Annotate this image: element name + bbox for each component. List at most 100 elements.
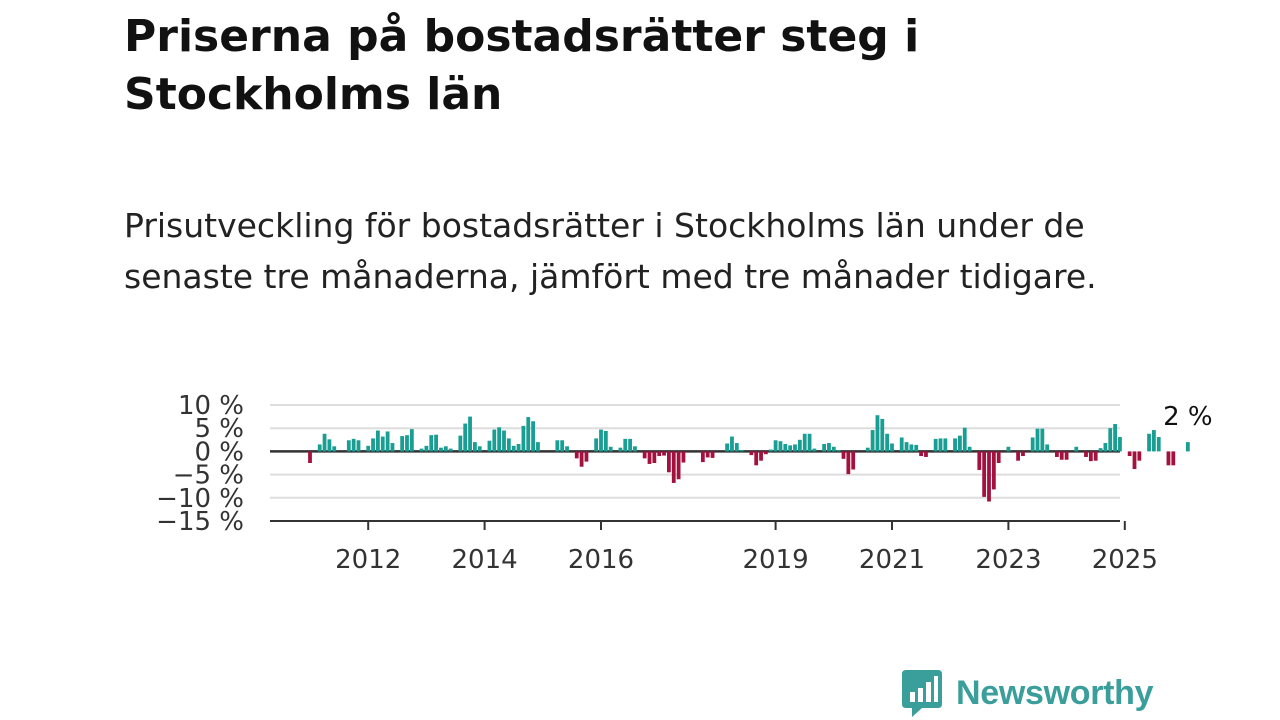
bar <box>1166 451 1171 466</box>
bar <box>1152 430 1156 452</box>
bar <box>521 425 526 452</box>
bar <box>603 430 608 452</box>
bar <box>734 443 739 452</box>
bar <box>574 451 579 459</box>
bar <box>1021 451 1025 457</box>
x-tick-label: 2025 <box>1092 545 1158 575</box>
bar <box>579 451 584 467</box>
bar <box>768 449 773 452</box>
bar <box>1055 451 1059 457</box>
y-tick-label: −15 % <box>156 507 244 537</box>
bar <box>890 443 894 452</box>
bar <box>962 427 967 452</box>
bar <box>739 450 744 452</box>
bar <box>477 446 482 452</box>
bar <box>1045 444 1050 452</box>
y-tick-label: 0 % <box>194 437 244 467</box>
bar <box>841 451 846 459</box>
bar <box>448 448 453 452</box>
bar <box>1098 448 1103 452</box>
brand-name: Newsworthy <box>956 673 1154 712</box>
bar <box>1016 451 1020 461</box>
bar <box>977 451 982 470</box>
bar <box>652 451 657 463</box>
bar <box>967 446 972 452</box>
bar <box>1185 442 1190 452</box>
bar <box>346 440 351 452</box>
bar <box>385 431 390 452</box>
bar <box>836 450 841 452</box>
bar <box>700 451 705 463</box>
bar <box>991 451 996 490</box>
bar <box>1035 428 1040 452</box>
bar-chart: 10 %5 %0 %−5 %−10 %−15 % 2012 2014 2016 201… <box>156 391 1213 575</box>
bar <box>308 451 312 463</box>
x-axis: 2012 2014 2016 2019 2021 2023 2025 <box>270 520 1158 575</box>
x-tick-label: 2019 <box>743 545 809 575</box>
bar <box>526 417 531 452</box>
last-value-label: 2 % <box>1163 402 1213 432</box>
bar <box>434 434 438 452</box>
bar <box>511 445 516 452</box>
bar <box>676 451 681 480</box>
bar <box>1093 451 1098 461</box>
bar <box>1147 433 1151 452</box>
bar <box>1040 428 1045 452</box>
bar <box>812 448 817 452</box>
bar <box>473 442 477 452</box>
bar <box>773 440 778 452</box>
bar <box>424 445 429 452</box>
bar <box>657 451 662 457</box>
bar <box>846 451 851 475</box>
bar <box>506 438 511 452</box>
bar <box>754 451 759 466</box>
y-tick-label: 10 % <box>178 391 244 421</box>
bar <box>536 442 540 452</box>
bar <box>807 433 812 452</box>
bar <box>996 451 1001 463</box>
bar <box>1006 446 1011 452</box>
bar <box>1059 451 1064 460</box>
bar <box>463 423 468 452</box>
bar <box>409 429 414 452</box>
bar <box>1118 437 1122 452</box>
bar <box>793 444 797 452</box>
bar <box>1088 451 1093 462</box>
bar <box>1064 451 1069 460</box>
bar <box>390 443 395 452</box>
bar <box>400 436 405 452</box>
bar <box>405 435 409 452</box>
bar <box>351 438 356 452</box>
bar <box>1137 451 1142 461</box>
bar <box>899 437 904 452</box>
bar <box>322 433 327 452</box>
bar <box>560 440 565 452</box>
bar <box>531 421 535 452</box>
bar <box>376 430 380 452</box>
newsworthy-logo-icon <box>902 670 942 717</box>
bar <box>914 444 919 452</box>
bar <box>938 438 943 452</box>
bar <box>1156 437 1161 452</box>
bar <box>492 429 497 452</box>
y-axis: 10 %5 %0 %−5 %−10 %−15 % <box>156 391 244 537</box>
bar <box>827 443 831 452</box>
bar <box>366 445 371 452</box>
bar <box>502 430 506 452</box>
bar <box>1171 451 1176 466</box>
bar <box>797 439 802 452</box>
bar <box>429 435 434 452</box>
bar <box>725 443 729 452</box>
bar <box>759 451 763 461</box>
bar <box>555 440 560 452</box>
x-tick-label: 2014 <box>452 545 518 575</box>
x-tick-label: 2012 <box>335 545 401 575</box>
bar <box>1127 451 1132 457</box>
chart-subtitle: Prisutveckling för bostadsrätter i Stock… <box>124 206 1097 296</box>
bar <box>822 443 826 452</box>
bar <box>487 440 492 452</box>
bar <box>1084 451 1088 457</box>
bar <box>764 451 768 455</box>
bar <box>875 415 880 452</box>
bar <box>662 451 666 456</box>
